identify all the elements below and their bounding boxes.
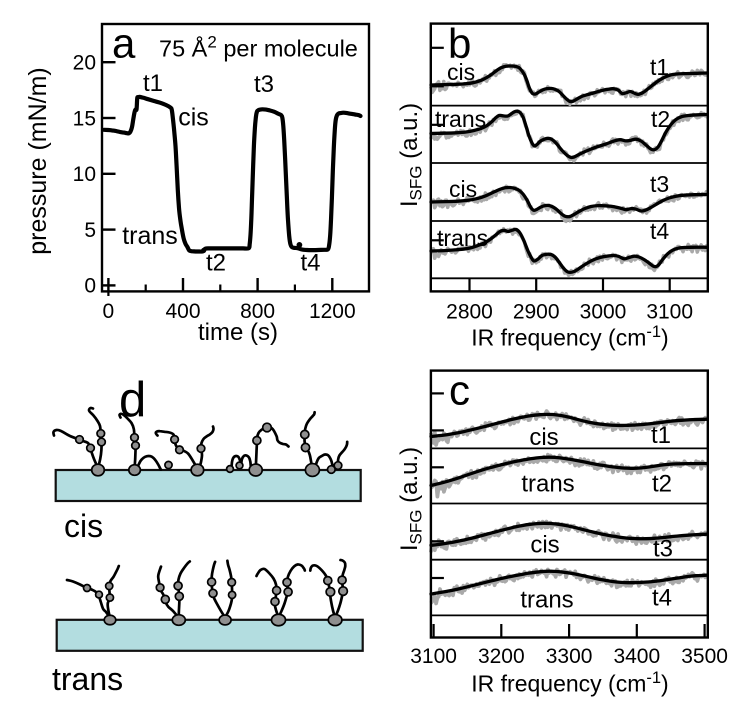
svg-text:0: 0 (84, 275, 96, 298)
svg-text:IR frequency (cm-1): IR frequency (cm-1) (471, 323, 668, 351)
svg-text:5: 5 (84, 219, 96, 242)
svg-text:t4: t4 (300, 250, 320, 277)
svg-text:t3: t3 (254, 71, 274, 98)
svg-text:3000: 3000 (580, 301, 627, 324)
svg-text:3400: 3400 (613, 645, 660, 668)
svg-text:2900: 2900 (513, 301, 560, 324)
svg-text:cis: cis (447, 59, 475, 85)
svg-text:t2: t2 (206, 250, 226, 277)
svg-text:75 Å2 per molecule: 75 Å2 per molecule (159, 33, 358, 62)
svg-text:ISFG (a.u.): ISFG (a.u.) (396, 103, 426, 207)
svg-text:cis: cis (530, 532, 559, 559)
svg-text:cis: cis (64, 508, 103, 544)
svg-text:time (s): time (s) (198, 319, 278, 346)
svg-text:trans: trans (122, 222, 178, 250)
svg-text:t1: t1 (143, 70, 163, 97)
svg-text:c: c (449, 367, 470, 414)
svg-text:pressure (mN/m): pressure (mN/m) (24, 67, 52, 255)
svg-text:2800: 2800 (446, 301, 493, 324)
svg-text:t3: t3 (650, 171, 669, 197)
svg-text:t2: t2 (651, 106, 670, 132)
svg-text:10: 10 (73, 163, 96, 186)
svg-text:3100: 3100 (410, 645, 457, 668)
svg-text:cis: cis (529, 424, 558, 451)
svg-text:t4: t4 (652, 585, 672, 612)
svg-text:3100: 3100 (646, 301, 693, 324)
svg-text:400: 400 (165, 300, 200, 323)
svg-text:20: 20 (73, 52, 96, 75)
svg-text:b: b (448, 20, 471, 67)
svg-text:cis: cis (449, 176, 477, 202)
svg-text:t1: t1 (651, 422, 671, 449)
svg-text:t2: t2 (652, 471, 672, 498)
svg-text:3300: 3300 (546, 645, 593, 668)
svg-text:t1: t1 (650, 54, 669, 80)
svg-text:0: 0 (103, 300, 115, 323)
svg-text:t3: t3 (653, 536, 673, 563)
svg-text:IR frequency (cm-1): IR frequency (cm-1) (471, 669, 668, 697)
svg-text:cis: cis (178, 104, 209, 132)
svg-text:trans: trans (437, 225, 488, 251)
svg-text:3500: 3500 (681, 645, 728, 668)
svg-text:trans: trans (520, 587, 573, 614)
svg-text:d: d (119, 373, 146, 427)
svg-text:800: 800 (240, 300, 275, 323)
svg-text:trans: trans (521, 471, 574, 498)
svg-text:t4: t4 (650, 218, 669, 244)
svg-text:trans: trans (435, 106, 486, 132)
svg-text:a: a (112, 20, 136, 67)
svg-text:3200: 3200 (478, 645, 525, 668)
svg-text:1200: 1200 (309, 300, 356, 323)
svg-text:trans: trans (52, 661, 123, 697)
svg-text:15: 15 (73, 107, 96, 130)
